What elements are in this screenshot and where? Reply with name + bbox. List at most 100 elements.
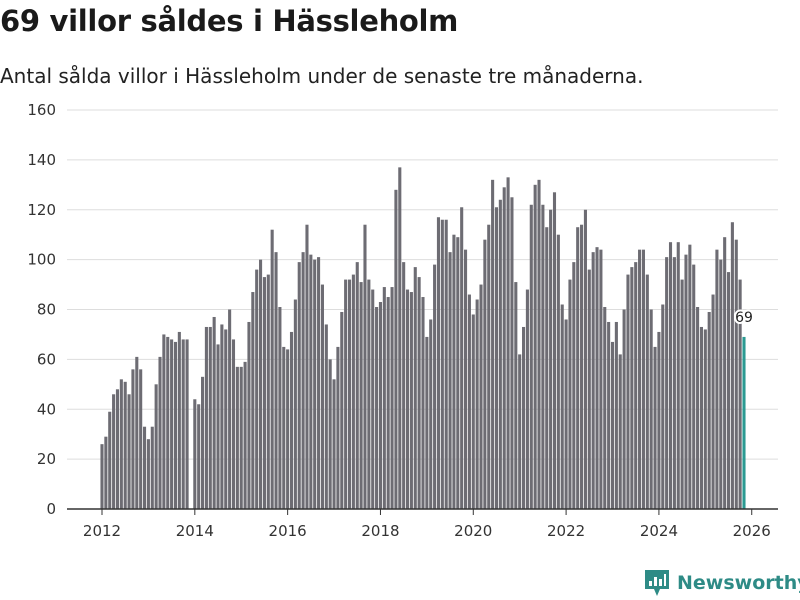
bar	[262, 277, 266, 509]
bar	[235, 366, 239, 509]
bar	[699, 326, 703, 509]
bar	[143, 426, 147, 509]
bar	[162, 334, 166, 509]
brand-name: Newsworthy	[677, 572, 800, 594]
bar	[359, 282, 363, 509]
annotations: 69	[733, 308, 755, 328]
bar	[378, 302, 382, 509]
bar	[317, 257, 321, 509]
bar	[390, 287, 394, 509]
bar	[556, 234, 560, 509]
y-tick-label: 100	[27, 251, 56, 269]
bar	[208, 326, 212, 509]
bar	[212, 316, 216, 509]
bar	[564, 319, 568, 509]
bar	[201, 376, 205, 509]
bar	[228, 309, 232, 509]
y-tick-label: 40	[37, 400, 56, 418]
bar	[491, 179, 495, 509]
bar	[336, 346, 340, 509]
newsworthy-icon	[645, 570, 669, 596]
bar	[181, 339, 185, 509]
bar	[587, 269, 591, 509]
bar	[444, 219, 448, 510]
bar	[382, 287, 386, 509]
bar	[599, 249, 603, 509]
bar	[440, 219, 444, 510]
bar	[622, 309, 626, 509]
x-tick-label: 2022	[547, 522, 585, 540]
bar-highlight	[742, 336, 746, 509]
bar	[367, 279, 371, 509]
bar	[657, 331, 661, 509]
bar	[425, 336, 429, 509]
bar	[332, 379, 336, 509]
bar	[158, 356, 162, 509]
highlight-value-label: 69	[735, 310, 753, 326]
bar	[560, 304, 564, 509]
bar	[715, 249, 719, 509]
bar	[460, 207, 464, 509]
bar	[467, 294, 471, 509]
bar	[127, 394, 131, 509]
x-axis: 2012 2014 2016 2018 2020 2022 2024 2026	[67, 508, 778, 540]
bar	[409, 292, 413, 509]
bar	[676, 242, 680, 510]
bar	[375, 307, 379, 509]
bar	[452, 234, 456, 509]
bar	[216, 344, 220, 509]
bar	[730, 222, 734, 509]
bar	[572, 262, 576, 509]
x-tick-label: 2012	[83, 522, 121, 540]
bar	[104, 436, 108, 509]
bar	[529, 204, 533, 509]
bar	[723, 237, 727, 509]
bar	[665, 257, 669, 509]
bar	[231, 339, 236, 509]
bar	[266, 274, 270, 509]
bar	[638, 249, 642, 509]
bar	[282, 346, 286, 509]
bar	[255, 269, 259, 509]
bar	[595, 247, 599, 509]
y-tick-label: 20	[37, 450, 56, 468]
bar	[661, 304, 665, 509]
bar	[371, 289, 375, 509]
bar	[576, 227, 580, 509]
bar	[653, 346, 657, 509]
x-tick-label: 2018	[361, 522, 399, 540]
bar	[193, 399, 197, 509]
bar	[170, 339, 174, 509]
bar	[433, 264, 437, 509]
bar	[421, 297, 425, 509]
x-tick-label: 2014	[176, 522, 214, 540]
bars	[100, 167, 746, 510]
bar	[618, 354, 622, 509]
bar	[270, 229, 274, 509]
bar	[711, 294, 715, 509]
bar	[274, 252, 278, 509]
bar	[549, 209, 553, 509]
bar	[719, 259, 723, 510]
bar	[448, 252, 452, 509]
bar	[634, 262, 638, 509]
newsworthy-logo[interactable]: Newsworthy	[644, 569, 800, 597]
bar	[119, 379, 123, 509]
bar	[436, 217, 441, 510]
bar	[603, 307, 607, 509]
bar	[278, 307, 282, 509]
bar	[645, 274, 649, 509]
bar	[328, 359, 332, 510]
bar	[301, 252, 305, 509]
bar	[239, 366, 243, 509]
bar	[692, 264, 696, 509]
bar	[251, 292, 255, 509]
x-tick-label: 2020	[454, 522, 492, 540]
bar	[108, 411, 112, 509]
y-tick-label: 60	[37, 350, 56, 368]
bar	[668, 242, 673, 510]
bar	[394, 189, 398, 510]
bar	[351, 274, 355, 509]
bar	[545, 227, 549, 509]
